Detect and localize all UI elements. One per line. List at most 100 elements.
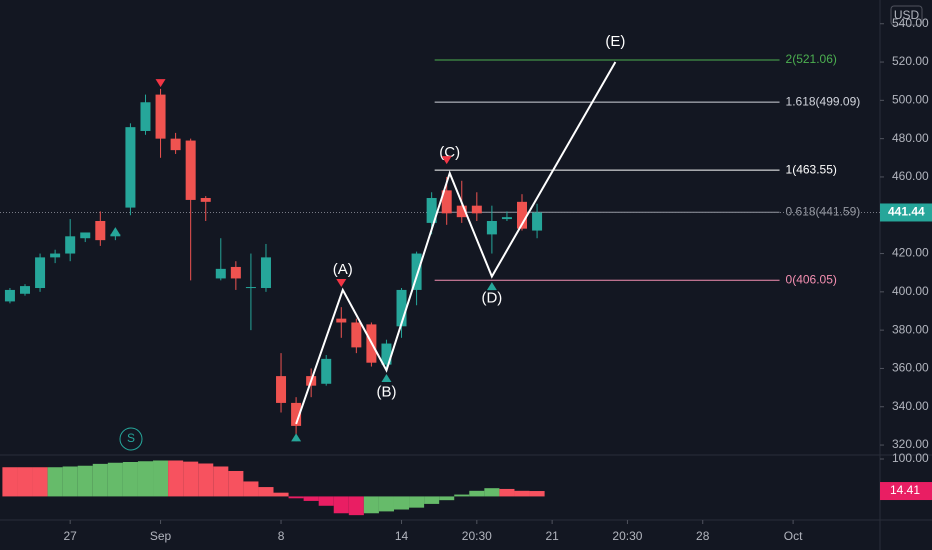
oscillator-bar	[484, 488, 500, 497]
candle-body	[396, 289, 407, 327]
candle-body	[471, 205, 482, 214]
sell-signal	[155, 79, 166, 88]
fib-label: 1(463.55)	[786, 162, 837, 176]
wave-line	[295, 61, 617, 425]
sell-signal	[336, 279, 347, 288]
candle-body	[291, 402, 302, 426]
candle-body	[441, 190, 452, 214]
event-marker[interactable]	[119, 427, 143, 451]
candle-body	[4, 289, 15, 302]
fib-label: 1.618(499.09)	[786, 94, 861, 108]
candle-body	[321, 358, 332, 384]
x-tick-label: 27	[64, 529, 78, 543]
oscillator-bar	[363, 496, 379, 514]
x-tick-label: 14	[395, 529, 409, 543]
y-tick-label: 420.00	[892, 246, 929, 260]
oscillator-bar	[153, 460, 169, 497]
sell-signal	[441, 156, 452, 165]
candle-body	[411, 253, 422, 290]
oscillator-bar	[122, 461, 138, 497]
last-price-label: 441.44	[888, 205, 925, 219]
oscillator-bar	[17, 467, 33, 497]
oscillator-bar	[424, 496, 440, 504]
oscillator-bar	[47, 467, 63, 497]
candle-body	[110, 234, 121, 237]
last-price-box	[880, 203, 932, 222]
oscillator-bar	[409, 496, 425, 508]
oscillator-bar	[348, 496, 364, 516]
fib-label: 0.618(441.59)	[786, 204, 861, 218]
candle-body	[276, 376, 287, 403]
buy-signal	[486, 282, 497, 291]
oscillator-bar	[318, 496, 334, 506]
candle-body	[80, 232, 91, 239]
candle-body	[140, 102, 151, 131]
fib-label: 2(521.06)	[786, 52, 837, 66]
oscillator-bar	[32, 467, 48, 497]
oscillator-bar	[333, 496, 349, 514]
y-tick-label: 540.00	[892, 16, 929, 30]
oscillator-tick-label: 100.00	[892, 451, 929, 465]
x-tick-label: Oct	[784, 529, 803, 543]
oscillator-bar	[168, 460, 184, 497]
oscillator-bar	[273, 492, 289, 497]
oscillator-bar	[378, 496, 394, 512]
x-tick-label: Sep	[150, 529, 172, 543]
oscillator-bar	[2, 467, 18, 497]
wave-label: (E)	[605, 33, 625, 50]
oscillator-last-label: 14.41	[890, 483, 920, 497]
y-tick-label: 320.00	[892, 437, 929, 451]
candle-body	[35, 257, 46, 289]
candle-body	[336, 318, 347, 323]
fib-label: 0(406.05)	[786, 272, 837, 286]
oscillator-bar	[92, 463, 108, 497]
candle-body	[125, 127, 136, 208]
oscillator-bar	[198, 463, 214, 497]
oscillator-last-box	[880, 482, 932, 501]
candle-body	[517, 201, 528, 229]
event-marker-label: S	[127, 431, 135, 445]
y-tick-label: 380.00	[892, 322, 929, 336]
candle-body	[95, 220, 106, 241]
oscillator-bar	[529, 491, 545, 497]
oscillator-bar	[454, 494, 470, 497]
candle-body	[456, 205, 467, 218]
oscillator-bar	[213, 466, 229, 497]
candle-body	[486, 220, 497, 235]
currency-box[interactable]	[890, 5, 923, 26]
wave-label: (D)	[481, 289, 502, 306]
oscillator-bar	[62, 466, 78, 497]
candle-body	[170, 138, 181, 151]
y-tick-label: 520.00	[892, 54, 929, 68]
oscillator-bar	[469, 490, 485, 497]
oscillator-bar	[393, 496, 410, 510]
x-tick-label: 28	[696, 529, 710, 543]
oscillator-bar	[107, 462, 123, 497]
oscillator-bar	[514, 490, 530, 497]
oscillator-bar	[303, 496, 319, 501]
candle-body	[426, 198, 437, 223]
candle-body	[245, 287, 256, 289]
buy-signal	[291, 433, 302, 442]
oscillator-bar	[243, 481, 259, 497]
y-tick-label: 460.00	[892, 169, 929, 183]
candle-body	[20, 286, 31, 294]
oscillator-bar	[228, 470, 244, 497]
x-tick-label: 8	[278, 529, 285, 543]
oscillator-bar	[258, 487, 274, 497]
x-tick-label: 20:30	[462, 529, 492, 543]
oscillator-bar	[439, 496, 455, 501]
oscillator-bar	[499, 488, 515, 497]
candle-body	[532, 212, 543, 231]
candle-body	[381, 343, 392, 365]
candle-body	[50, 253, 61, 258]
oscillator-bar	[77, 465, 93, 497]
candle-body	[230, 266, 241, 279]
buy-signal	[381, 374, 392, 383]
buy-signal	[110, 227, 121, 236]
oscillator-bar	[183, 461, 199, 497]
oscillator-bar	[137, 461, 154, 497]
candle-body	[501, 217, 512, 220]
y-tick-label: 480.00	[892, 131, 929, 145]
